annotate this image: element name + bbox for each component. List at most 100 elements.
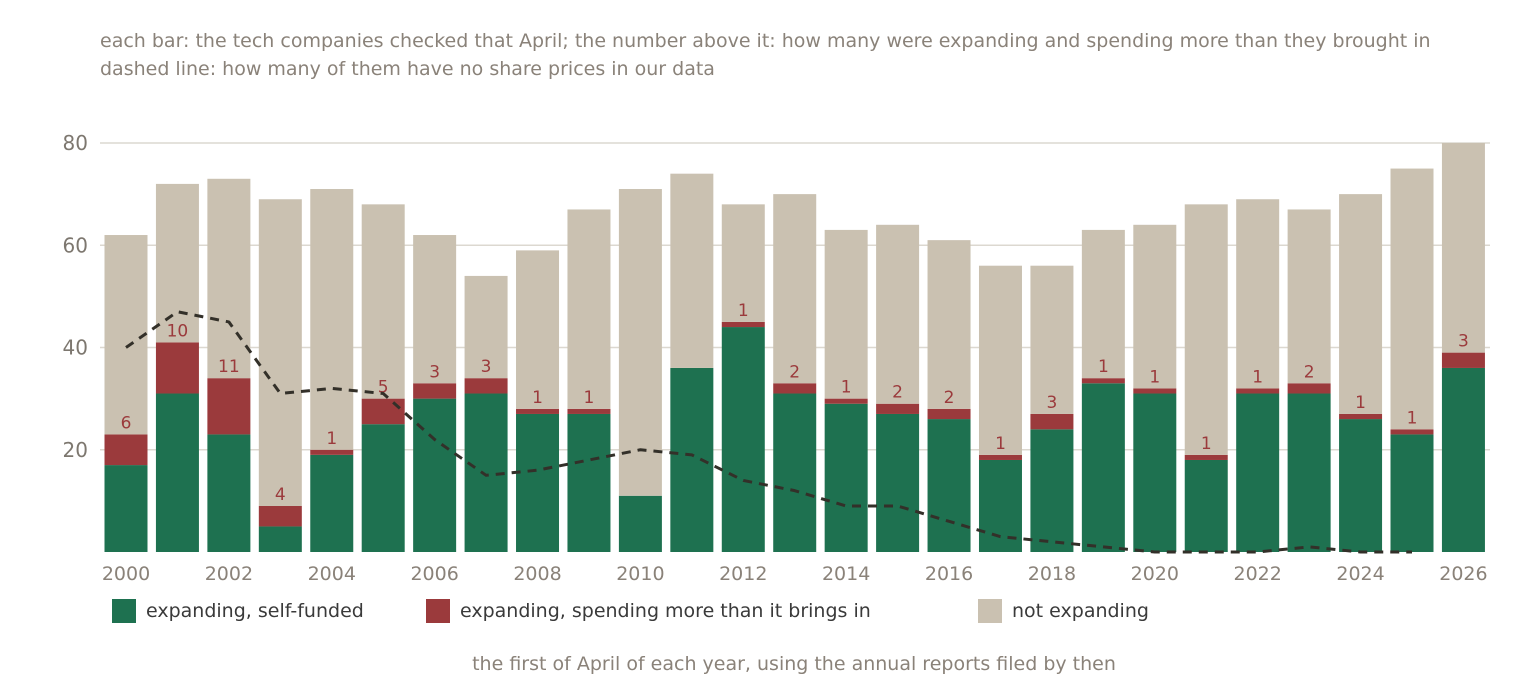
- bar-segment-not-expanding: [824, 229, 868, 399]
- bar-segment-self-funded: [155, 393, 199, 552]
- data-label: 1: [995, 434, 1006, 454]
- no-share-price-line: [125, 310, 1412, 554]
- data-label: 1: [1407, 408, 1418, 428]
- x-tick-label: 2000: [102, 563, 150, 585]
- bar-segment-overspending: [567, 408, 611, 414]
- data-label: 1: [532, 388, 543, 408]
- bar-segment-overspending: [1184, 454, 1228, 460]
- data-label: 1: [1098, 357, 1109, 377]
- x-tick-label: 2020: [1131, 563, 1179, 585]
- bar-segment-not-expanding: [567, 209, 611, 409]
- bar-segment-not-expanding: [104, 235, 148, 435]
- legend-item-self-funded: expanding, self-funded: [112, 598, 364, 624]
- bar-segment-overspending: [516, 408, 560, 414]
- bar-segment-not-expanding: [1030, 265, 1074, 414]
- bar-segment-self-funded: [1236, 393, 1280, 552]
- bar-segment-not-expanding: [516, 250, 560, 409]
- data-label: 3: [1458, 332, 1469, 352]
- data-label: 6: [121, 413, 132, 433]
- bar-segment-overspending: [361, 398, 405, 425]
- bar-segment-self-funded: [670, 367, 714, 552]
- bar-segment-not-expanding: [1133, 224, 1177, 389]
- data-label: 2: [892, 383, 903, 403]
- bar-segment-self-funded: [361, 424, 405, 552]
- bar-segment-self-funded: [618, 495, 662, 552]
- legend-swatch-not-expanding: [978, 599, 1002, 623]
- bar-segment-not-expanding: [876, 224, 920, 404]
- x-tick-label: 2016: [925, 563, 973, 585]
- bar-segment-overspending: [1390, 429, 1434, 435]
- data-label: 1: [738, 301, 749, 321]
- data-label: 2: [789, 362, 800, 382]
- data-label: 3: [1047, 393, 1058, 413]
- bar-segment-self-funded: [927, 419, 971, 552]
- x-tick-label: 2006: [410, 563, 458, 585]
- data-label: 2: [944, 388, 955, 408]
- bar-segment-overspending: [1133, 388, 1177, 394]
- x-tick-label: 2002: [205, 563, 253, 585]
- bar-segment-self-funded: [104, 465, 148, 552]
- x-axis-title: the first of April of each year, using t…: [472, 653, 1116, 675]
- bar-segment-not-expanding: [978, 265, 1022, 455]
- bar-segment-not-expanding: [1390, 168, 1434, 430]
- bar-segment-not-expanding: [670, 173, 714, 368]
- x-tick-label: 2012: [719, 563, 767, 585]
- bar-segment-self-funded: [773, 393, 817, 552]
- data-label: 1: [584, 388, 595, 408]
- bar-segment-self-funded: [876, 413, 920, 552]
- bar-segment-overspending: [978, 454, 1022, 460]
- bar-segment-overspending: [1287, 383, 1331, 394]
- legend-label-self-funded: expanding, self-funded: [146, 600, 364, 622]
- legend-swatch-overspending: [426, 599, 450, 623]
- data-label: 3: [481, 357, 492, 377]
- bar-segment-self-funded: [824, 403, 868, 552]
- legend-label-not-expanding: not expanding: [1012, 600, 1149, 622]
- bar-segment-overspending: [155, 342, 199, 394]
- bar-segment-self-funded: [1133, 393, 1177, 552]
- y-tick-label: 60: [63, 233, 88, 257]
- bar-segment-self-funded: [1184, 459, 1228, 552]
- x-tick-label: 2008: [513, 563, 561, 585]
- bar-segment-self-funded: [258, 526, 302, 552]
- bar-segment-not-expanding: [927, 240, 971, 409]
- data-label: 11: [218, 357, 240, 377]
- data-label: 1: [326, 429, 337, 449]
- bar-segment-not-expanding: [464, 275, 508, 379]
- data-label: 2: [1304, 362, 1315, 382]
- x-tick-label: 2018: [1028, 563, 1076, 585]
- y-tick-label: 40: [63, 336, 88, 360]
- bar-segment-overspending: [310, 449, 354, 455]
- bar-segment-self-funded: [721, 327, 765, 552]
- bar-segment-self-funded: [207, 434, 251, 552]
- bar-segment-self-funded: [1390, 434, 1434, 552]
- bar-segment-self-funded: [310, 454, 354, 552]
- bar-segment-not-expanding: [1339, 194, 1383, 414]
- bar-segment-overspending: [773, 383, 817, 394]
- x-tick-label: 2026: [1439, 563, 1487, 585]
- bar-segment-not-expanding: [413, 235, 457, 384]
- bar-segment-overspending: [824, 398, 868, 404]
- bar-segment-overspending: [104, 434, 148, 466]
- bar-segment-overspending: [1030, 413, 1074, 430]
- bar-segment-overspending: [1441, 352, 1485, 368]
- data-label: 1: [1252, 367, 1263, 387]
- data-label: 1: [1201, 434, 1212, 454]
- bar-segment-overspending: [258, 505, 302, 527]
- bar-segment-overspending: [927, 408, 971, 420]
- bar-segment-not-expanding: [1081, 229, 1125, 379]
- bar-segment-not-expanding: [773, 194, 817, 384]
- legend-item-overspending: expanding, spending more than it brings …: [426, 598, 871, 624]
- chart-subtitle-line-1: each bar: the tech companies checked tha…: [100, 30, 1431, 52]
- data-label: 10: [167, 321, 189, 341]
- bar-segment-overspending: [876, 403, 920, 414]
- x-tick-label: 2022: [1234, 563, 1282, 585]
- bar-segment-self-funded: [567, 413, 611, 552]
- data-label: 1: [841, 378, 852, 398]
- bar-segment-self-funded: [1081, 383, 1125, 552]
- legend-item-not-expanding: not expanding: [978, 598, 1149, 624]
- bar-segment-self-funded: [516, 413, 560, 552]
- x-tick-label: 2010: [616, 563, 664, 585]
- y-tick-label: 80: [63, 131, 88, 155]
- bar-segment-self-funded: [1339, 419, 1383, 552]
